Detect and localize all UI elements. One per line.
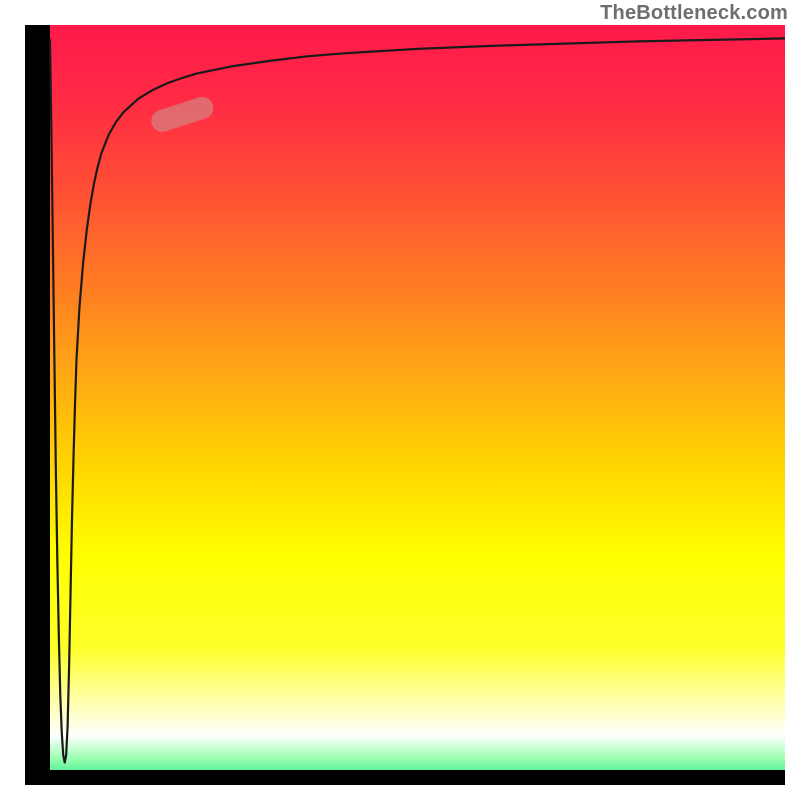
axis-left-bar (25, 25, 50, 785)
chart-root: TheBottleneck.com (0, 0, 800, 800)
plot-svg (25, 25, 785, 785)
watermark-text: TheBottleneck.com (600, 2, 788, 25)
axis-bottom-bar (25, 770, 785, 785)
gradient-background (25, 25, 785, 785)
